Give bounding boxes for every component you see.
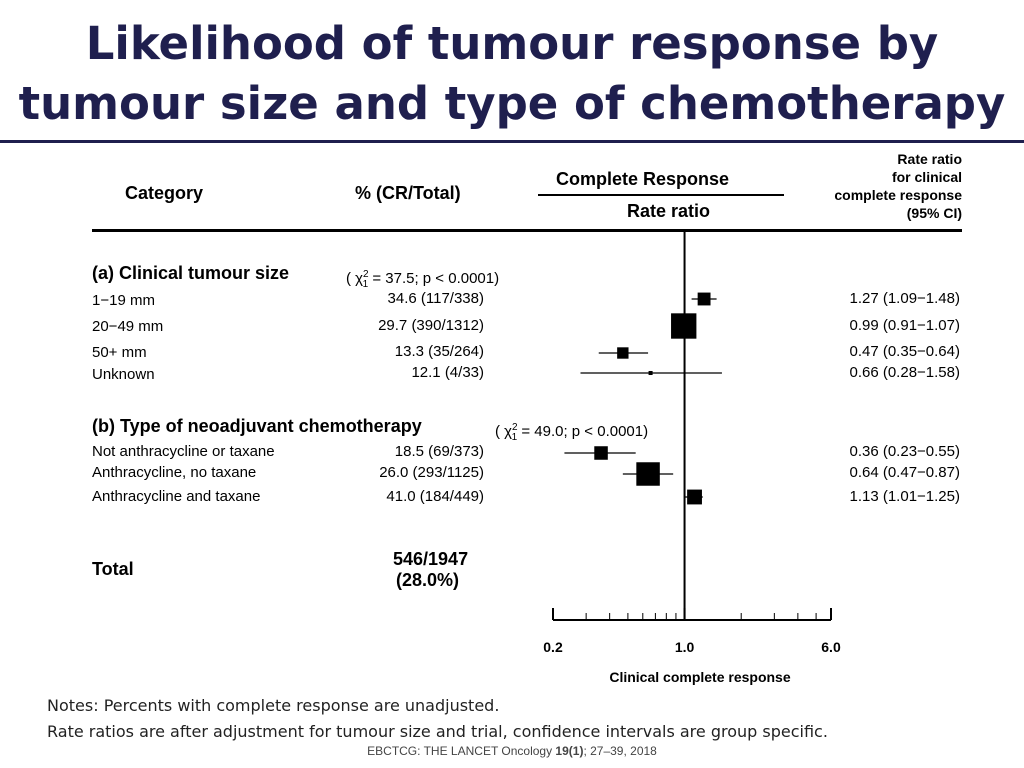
header-rate-ratio: Rate ratio	[627, 201, 711, 221]
row-ci: 0.36 (0.23−0.55)	[849, 443, 960, 460]
estimate-square	[617, 347, 629, 359]
header-right-3: complete response	[834, 187, 962, 203]
note-1: Notes: Percents with complete response a…	[47, 696, 500, 715]
estimate-square	[636, 462, 660, 486]
title-line-2: tumour size and type of chemotherapy	[18, 77, 1006, 130]
row-pct: 13.3 (35/264)	[394, 343, 484, 360]
row-pct: 41.0 (184/449)	[386, 488, 484, 505]
estimate-square	[594, 446, 608, 460]
row-label: Not anthracycline or taxane	[92, 443, 275, 460]
row-pct: 18.5 (69/373)	[394, 443, 484, 460]
row-pct: 26.0 (293/1125)	[379, 464, 484, 481]
note-2: Rate ratios are after adjustment for tum…	[47, 722, 828, 741]
estimate-square	[648, 370, 653, 376]
estimate-square	[697, 292, 711, 306]
header-rule	[92, 229, 962, 232]
row-ci: 0.99 (0.91−1.07)	[849, 317, 960, 334]
x-tick-label: 1.0	[675, 639, 695, 655]
x-tick-label: 0.2	[543, 639, 563, 655]
header-right-4: (95% CI)	[906, 205, 962, 221]
row-label: Unknown	[92, 366, 155, 383]
title-rule	[0, 140, 1024, 143]
section-a-label: (a) Clinical tumour size	[92, 263, 290, 283]
row-label: 20−49 mm	[92, 318, 164, 335]
header-category: Category	[125, 183, 204, 203]
row-pct: 12.1 (4/33)	[411, 364, 484, 381]
estimate-square	[687, 489, 702, 505]
header-right-1: Rate ratio	[897, 151, 962, 167]
header-subrule	[538, 194, 784, 196]
header-complete-response: Complete Response	[556, 169, 730, 189]
row-ci: 0.64 (0.47−0.87)	[849, 464, 960, 481]
citation: EBCTCG: THE LANCET Oncology 19(1); 27–39…	[367, 744, 657, 758]
header-right-2: for clinical	[891, 169, 962, 185]
estimate-square	[671, 313, 697, 339]
slide-title: Likelihood of tumour response by tumour …	[0, 14, 1024, 134]
row-label: 50+ mm	[92, 344, 147, 361]
row-ci: 0.66 (0.28−1.58)	[849, 364, 960, 381]
section-b-label: (b) Type of neoadjuvant chemotherapy	[92, 416, 422, 436]
header-pct: % (CR/Total)	[355, 183, 461, 203]
total-pct: (28.0%)	[396, 570, 460, 590]
section-b-chi: ( χ21 = 49.0; p < 0.0001)	[495, 422, 649, 443]
row-label: 1−19 mm	[92, 292, 155, 309]
section-a-chi: ( χ21 = 37.5; p < 0.0001)	[346, 269, 500, 290]
header-right: Rate ratio for clinical complete respons…	[834, 150, 962, 222]
row-ci: 1.13 (1.01−1.25)	[849, 488, 960, 505]
total-label: Total	[92, 559, 134, 579]
row-pct: 34.6 (117/338)	[387, 290, 484, 307]
x-tick-label: 6.0	[821, 639, 841, 655]
row-label: Anthracycline, no taxane	[92, 464, 257, 481]
row-label: Anthracycline and taxane	[92, 488, 261, 505]
row-ci: 1.27 (1.09−1.48)	[849, 290, 960, 307]
row-pct: 29.7 (390/1312)	[378, 317, 484, 334]
row-ci: 0.47 (0.35−0.64)	[849, 343, 960, 360]
title-line-1: Likelihood of tumour response by	[85, 17, 939, 70]
x-axis-label: Clinical complete response	[609, 669, 790, 685]
total-count: 546/1947	[393, 549, 469, 569]
